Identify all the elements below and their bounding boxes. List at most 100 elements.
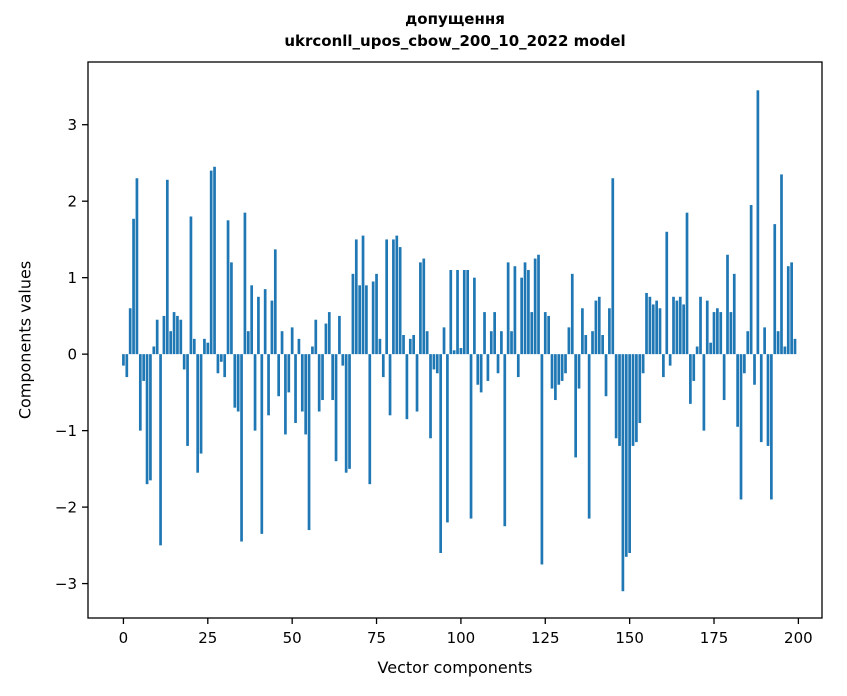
bar bbox=[705, 300, 709, 355]
bar bbox=[287, 354, 291, 393]
bar bbox=[759, 354, 763, 443]
bar bbox=[651, 304, 655, 355]
bar bbox=[172, 312, 176, 355]
bar bbox=[618, 354, 621, 446]
bar bbox=[216, 354, 220, 374]
y-tick-label: 2 bbox=[67, 193, 77, 211]
bar bbox=[577, 354, 581, 389]
bar bbox=[213, 166, 216, 355]
bar bbox=[189, 216, 193, 355]
bar bbox=[500, 331, 503, 355]
bar bbox=[584, 335, 588, 355]
bar bbox=[223, 354, 227, 378]
bar bbox=[415, 354, 419, 412]
bar bbox=[770, 354, 773, 500]
bar bbox=[317, 354, 321, 412]
bar bbox=[186, 354, 189, 446]
bar bbox=[766, 354, 770, 446]
bar bbox=[614, 354, 618, 439]
bar bbox=[419, 262, 422, 355]
bar bbox=[321, 354, 324, 401]
bar bbox=[250, 285, 254, 355]
bar bbox=[746, 331, 750, 355]
bar bbox=[594, 300, 598, 355]
bar bbox=[702, 354, 706, 431]
bar bbox=[527, 270, 530, 355]
bar bbox=[260, 354, 264, 534]
bar bbox=[662, 354, 665, 378]
bar bbox=[338, 315, 341, 355]
bar bbox=[722, 354, 726, 401]
bar bbox=[179, 319, 183, 355]
bar bbox=[331, 354, 335, 401]
bar bbox=[473, 277, 476, 355]
bar bbox=[300, 354, 304, 412]
bar bbox=[780, 174, 783, 355]
x-tick-label: 200 bbox=[784, 629, 813, 647]
bar bbox=[574, 354, 577, 458]
bar bbox=[581, 308, 584, 355]
bar bbox=[192, 338, 196, 355]
bar bbox=[743, 354, 746, 374]
x-tick-label: 175 bbox=[700, 629, 729, 647]
bar bbox=[523, 262, 527, 355]
x-tick-label: 125 bbox=[531, 629, 560, 647]
bar bbox=[732, 273, 736, 355]
bar bbox=[520, 277, 523, 355]
bar bbox=[314, 319, 318, 355]
bar bbox=[716, 308, 719, 355]
bar bbox=[446, 354, 449, 523]
x-tick-label: 100 bbox=[447, 629, 476, 647]
bar bbox=[348, 354, 351, 469]
bar bbox=[327, 312, 331, 355]
bar bbox=[530, 312, 534, 355]
bar bbox=[638, 354, 642, 423]
bar bbox=[496, 354, 500, 374]
bar bbox=[378, 338, 382, 355]
bar bbox=[381, 354, 385, 378]
bar bbox=[567, 327, 571, 355]
bar bbox=[442, 327, 446, 355]
bar bbox=[749, 205, 753, 355]
bar bbox=[405, 354, 409, 420]
bar bbox=[773, 224, 777, 355]
bar bbox=[152, 346, 156, 355]
bar bbox=[689, 354, 692, 404]
bar bbox=[763, 327, 766, 355]
bar bbox=[479, 354, 483, 393]
bar bbox=[550, 354, 554, 389]
bar bbox=[462, 270, 466, 355]
x-tick-label: 25 bbox=[198, 629, 217, 647]
bar bbox=[604, 354, 608, 397]
bar bbox=[425, 331, 429, 355]
bar bbox=[641, 354, 645, 374]
bar bbox=[655, 300, 658, 355]
bar bbox=[162, 315, 166, 355]
bar bbox=[243, 212, 247, 355]
bar bbox=[729, 312, 733, 355]
bar bbox=[334, 354, 338, 462]
bar bbox=[432, 354, 436, 370]
bar bbox=[422, 258, 426, 355]
bar bbox=[483, 312, 486, 355]
x-tick-label: 75 bbox=[367, 629, 386, 647]
bar bbox=[176, 315, 179, 355]
bar bbox=[756, 90, 760, 355]
bar bbox=[469, 354, 473, 519]
bar bbox=[125, 354, 129, 378]
bar bbox=[506, 262, 510, 355]
bar bbox=[392, 239, 395, 355]
chart-title: допущення ukrconll_upos_cbow_200_10_2022… bbox=[88, 8, 822, 52]
bar bbox=[621, 354, 625, 592]
bar bbox=[246, 331, 250, 355]
bar bbox=[608, 308, 611, 355]
bar bbox=[358, 285, 362, 355]
bar bbox=[564, 354, 567, 374]
y-tick-label: 3 bbox=[67, 116, 77, 134]
bar bbox=[449, 270, 453, 355]
bar bbox=[199, 354, 203, 454]
bar bbox=[699, 296, 702, 355]
bar bbox=[182, 354, 186, 370]
chart-title-line2: ukrconll_upos_cbow_200_10_2022 model bbox=[284, 32, 626, 50]
